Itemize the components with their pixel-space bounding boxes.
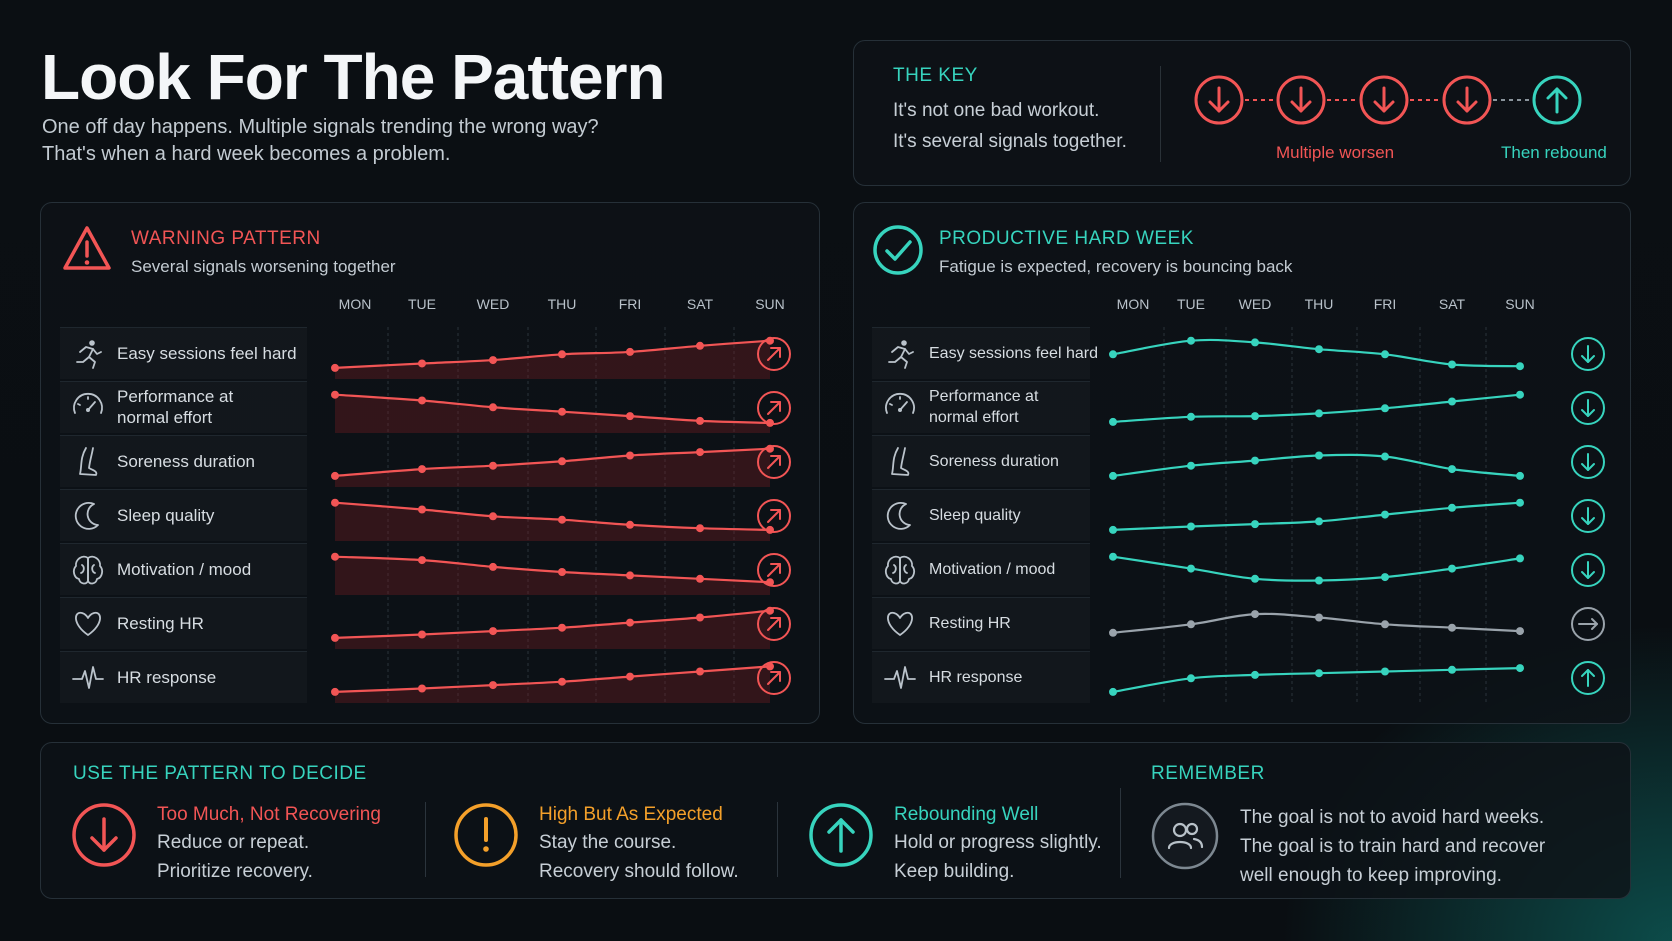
decide-divider-3 bbox=[1120, 788, 1121, 878]
warning-row-label-cell bbox=[60, 327, 307, 379]
page-subtitle-line-1: One off day happens. Multiple signals tr… bbox=[42, 116, 599, 138]
productive-row-label-cell bbox=[872, 327, 1090, 379]
warning-row-label-cell bbox=[60, 651, 307, 703]
key-line-2: It's several signals together. bbox=[893, 131, 1127, 152]
warning-day-sun: SUN bbox=[755, 296, 785, 312]
remember-line-1: The goal is not to avoid hard weeks. bbox=[1240, 807, 1545, 828]
remember-label: REMEMBER bbox=[1151, 763, 1265, 784]
decide-item-3-line-2: Keep building. bbox=[894, 861, 1015, 882]
exclamation-circle-icon bbox=[454, 803, 518, 867]
warning-subtitle: Several signals worsening together bbox=[131, 257, 396, 276]
decide-divider-1 bbox=[425, 802, 426, 877]
productive-subtitle: Fatigue is expected, recovery is bouncin… bbox=[939, 257, 1293, 276]
decide-item-1-title: Too Much, Not Recovering bbox=[157, 804, 381, 825]
productive-row-label: HR response bbox=[929, 668, 1023, 686]
productive-row-label: Sleep quality bbox=[929, 506, 1021, 524]
decide-panel bbox=[40, 742, 1631, 899]
decide-item-3-line-1: Hold or progress slightly. bbox=[894, 832, 1102, 853]
warning-row-label: Resting HR bbox=[117, 613, 204, 633]
key-label: THE KEY bbox=[893, 65, 978, 86]
decide-item-1-line-1: Reduce or repeat. bbox=[157, 832, 310, 853]
productive-day-thu: THU bbox=[1304, 296, 1334, 312]
key-rebound-label: Then rebound bbox=[1501, 143, 1607, 162]
productive-row-label-cell bbox=[872, 651, 1090, 703]
key-worsen-label: Multiple worsen bbox=[1276, 143, 1395, 162]
check-circle-icon bbox=[873, 225, 923, 275]
warning-row-label: Performance at normal effort bbox=[117, 387, 234, 427]
productive-row-label: Easy sessions feel hard bbox=[929, 344, 1098, 362]
decide-divider-2 bbox=[777, 802, 778, 877]
warning-day-sat: SAT bbox=[686, 296, 714, 312]
warning-row-label-cell bbox=[60, 543, 307, 595]
warning-row-label: Sleep quality bbox=[117, 505, 215, 525]
decide-label: USE THE PATTERN TO DECIDE bbox=[73, 763, 367, 784]
warning-row-label: Easy sessions feel hard bbox=[117, 343, 297, 363]
productive-day-fri: FRI bbox=[1373, 296, 1397, 312]
warning-row-label-cell bbox=[60, 435, 307, 487]
warning-title: WARNING PATTERN bbox=[131, 228, 321, 249]
key-line-1: It's not one bad workout. bbox=[893, 100, 1100, 121]
warning-row-label: HR response bbox=[117, 667, 217, 687]
decide-item-2-line-1: Stay the course. bbox=[539, 832, 677, 853]
decide-item-2-line-2: Recovery should follow. bbox=[539, 861, 739, 882]
warning-row-label-cell bbox=[60, 597, 307, 649]
productive-title: PRODUCTIVE HARD WEEK bbox=[939, 228, 1194, 249]
productive-row-label: Resting HR bbox=[929, 614, 1011, 632]
productive-row-label-cell bbox=[872, 435, 1090, 487]
productive-row-label-cell bbox=[872, 543, 1090, 595]
productive-row-label: Performance at normal effort bbox=[929, 388, 1039, 426]
productive-day-tue: TUE bbox=[1177, 296, 1205, 312]
down-arrow-circle-icon bbox=[72, 803, 136, 867]
productive-day-mon: MON bbox=[1116, 296, 1150, 312]
warning-row-label: Motivation / mood bbox=[117, 559, 252, 579]
warning-row-label-cell bbox=[60, 489, 307, 541]
decide-item-1-line-2: Prioritize recovery. bbox=[157, 861, 313, 882]
up-arrow-circle-icon bbox=[809, 803, 873, 867]
warning-day-mon: MON bbox=[338, 296, 372, 312]
warning-day-tue: TUE bbox=[408, 296, 436, 312]
warning-row-label-cell bbox=[60, 381, 307, 433]
productive-day-sun: SUN bbox=[1505, 296, 1535, 312]
group-people-icon bbox=[1151, 802, 1219, 870]
page-subtitle-line-2: That's when a hard week becomes a proble… bbox=[42, 143, 451, 165]
decide-item-2-title: High But As Expected bbox=[539, 804, 723, 825]
warning-row-label: Soreness duration bbox=[117, 451, 255, 471]
remember-line-3: well enough to keep improving. bbox=[1240, 865, 1502, 886]
productive-row-label: Soreness duration bbox=[929, 452, 1059, 470]
productive-day-sat: SAT bbox=[1438, 296, 1466, 312]
productive-row-label-cell bbox=[872, 597, 1090, 649]
productive-row-label-cell bbox=[872, 489, 1090, 541]
productive-row-label: Motivation / mood bbox=[929, 560, 1056, 578]
decide-item-3-title: Rebounding Well bbox=[894, 804, 1039, 825]
page-title: Look For The Pattern bbox=[41, 41, 666, 113]
productive-day-wed: WED bbox=[1238, 296, 1272, 312]
warning-triangle-icon bbox=[63, 226, 111, 270]
warning-day-thu: THU bbox=[547, 296, 577, 312]
remember-line-2: The goal is to train hard and recover bbox=[1240, 836, 1546, 857]
key-divider bbox=[1160, 66, 1161, 162]
warning-day-wed: WED bbox=[476, 296, 510, 312]
productive-row-label-cell bbox=[872, 381, 1090, 433]
warning-day-fri: FRI bbox=[618, 296, 642, 312]
